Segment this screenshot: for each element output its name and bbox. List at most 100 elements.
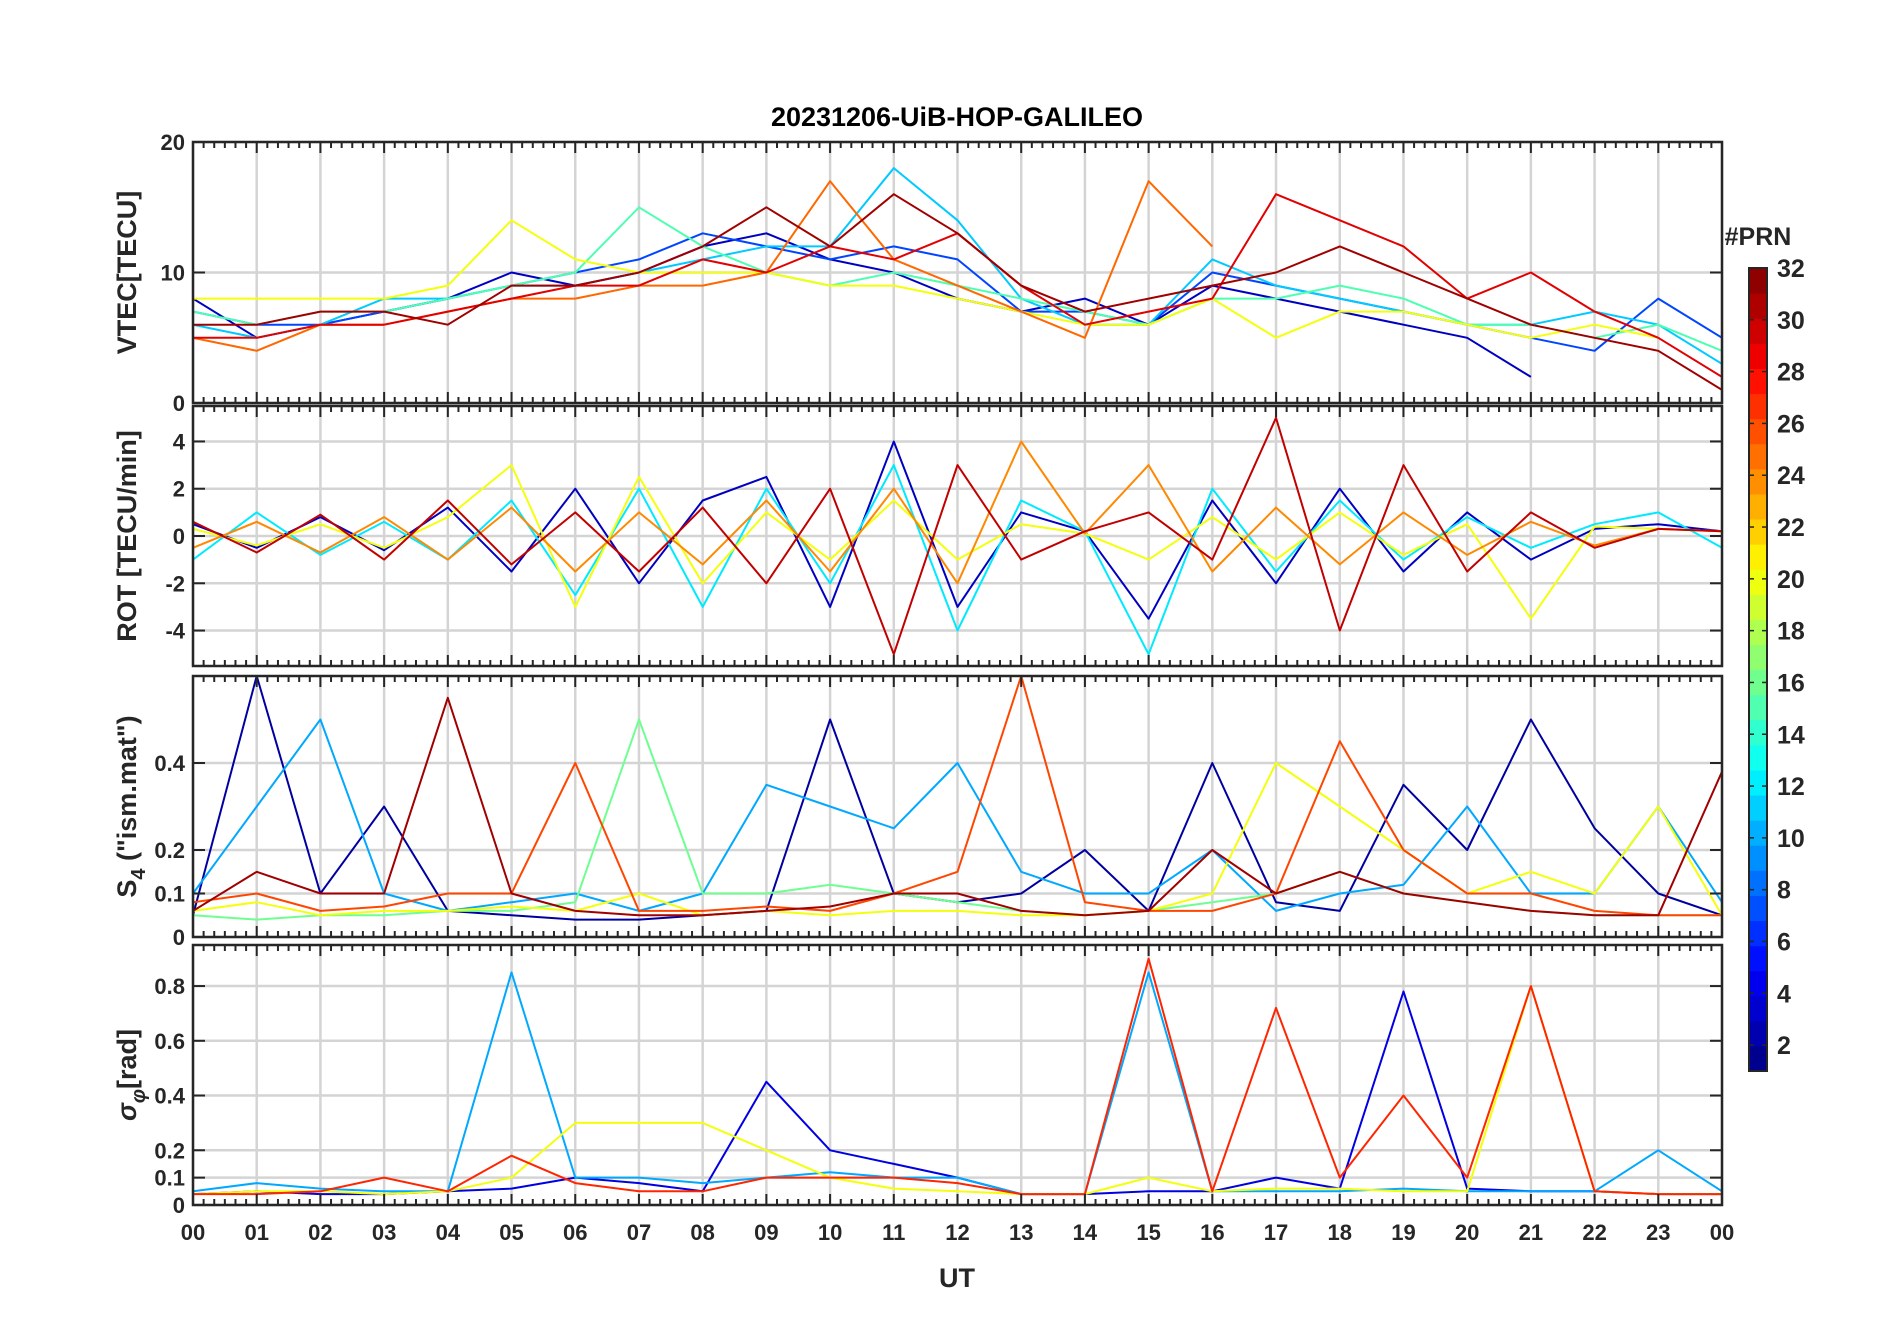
y-tick-label: 0.6: [154, 1029, 185, 1054]
y-tick-label: 0.1: [154, 1166, 185, 1191]
series-group: [193, 416, 1722, 656]
colorbar-tick-label: 22: [1777, 514, 1805, 542]
x-tick-label: 01: [244, 1220, 268, 1245]
colorbar-band: [1749, 418, 1767, 445]
y-tick-label: 0.2: [154, 1138, 185, 1163]
colorbar-band: [1749, 518, 1767, 545]
y-axis-label-rest: [rad]: [112, 1029, 142, 1089]
x-tick-label: 04: [436, 1220, 461, 1245]
x-tick-label: 03: [372, 1220, 396, 1245]
x-tick-label: 22: [1582, 1220, 1606, 1245]
colorbar-tick-label: 4: [1777, 980, 1791, 1008]
colorbar-frame: [1748, 267, 1768, 1072]
y-tick-label: 2: [173, 477, 185, 502]
y-axis-label: ROT [TECU/min]: [112, 430, 142, 641]
colorbar-band: [1749, 293, 1767, 319]
series-prn-27: [193, 957, 1722, 1196]
colorbar-tick-label: 16: [1777, 669, 1805, 697]
y-axis-label-sub: 4: [128, 868, 150, 880]
colorbar-band: [1749, 669, 1767, 696]
x-tick-label: 17: [1264, 1220, 1288, 1245]
colorbar-band: [1749, 493, 1767, 520]
colorbar-tick-label: 10: [1777, 825, 1805, 853]
colorbar-band: [1749, 719, 1767, 746]
y-tick-label: 0: [173, 1193, 185, 1218]
series-group: [193, 957, 1722, 1196]
colorbar-band: [1749, 694, 1767, 721]
x-tick-label: 10: [818, 1220, 842, 1245]
y-axis-label: σφ[rad]: [112, 1029, 150, 1121]
colorbar-band: [1749, 995, 1767, 1022]
y-tick-label: -4: [165, 619, 185, 644]
colorbar-band: [1749, 970, 1767, 997]
y-tick-label: 20: [161, 130, 185, 155]
y-axis-label-main: σ: [112, 1102, 142, 1121]
colorbar-band: [1749, 268, 1767, 294]
axes-frame: [191, 140, 1724, 405]
x-tick-label: 11: [882, 1220, 905, 1245]
colorbar-band: [1749, 820, 1767, 846]
colorbar-band: [1749, 895, 1767, 922]
axes-frame: [191, 404, 1724, 668]
colorbar-tick-label: 28: [1777, 359, 1805, 387]
colorbar-title: #PRN: [1725, 223, 1792, 251]
colorbar-band: [1749, 468, 1767, 495]
y-tick-label: -2: [165, 571, 185, 596]
y-tick-label: 0.2: [154, 838, 185, 863]
panel-rot: -4 -2 0 2 4 ROT [TECU/min]: [112, 404, 1724, 668]
axis-ticks: [192, 676, 1723, 938]
colorbar-band: [1749, 870, 1767, 896]
colorbar-band: [1749, 1020, 1767, 1047]
y-tick-label: 0: [173, 391, 185, 416]
y-axis-label-main: S: [112, 880, 142, 898]
series-prn-20: [193, 464, 1722, 620]
y-tick-label: 0.8: [154, 974, 185, 999]
y-tick-label: 0: [173, 925, 185, 950]
series-prn-20: [193, 219, 1659, 339]
colorbar-tick-label: 2: [1777, 1032, 1791, 1060]
colorbar-band: [1749, 318, 1767, 344]
colorbar-tick-label: 8: [1777, 877, 1791, 905]
series-prn-31: [193, 696, 1722, 917]
y-tick-label: 0: [173, 524, 185, 549]
y-axis-label-sub: φ: [128, 1089, 150, 1103]
y-tick-label: 0.1: [154, 882, 185, 907]
colorbar-band: [1749, 845, 1767, 871]
chart-title: 20231206-UiB-HOP-GALILEO: [771, 102, 1143, 132]
x-tick-label: 13: [1009, 1220, 1033, 1245]
colorbar-band: [1749, 368, 1767, 395]
colorbar-band: [1749, 393, 1767, 420]
series-group: [193, 167, 1722, 391]
y-axis-label-rest: ("ism.mat"): [112, 715, 142, 868]
colorbar-tick-label: 14: [1777, 721, 1805, 749]
x-tick-label: 09: [754, 1220, 778, 1245]
colorbar-tick-label: 18: [1777, 618, 1805, 646]
x-tick-label: 00: [1710, 1220, 1734, 1245]
x-tick-label: 08: [690, 1220, 714, 1245]
x-tick-label: 20: [1455, 1220, 1479, 1245]
colorbar-band: [1749, 619, 1767, 646]
x-tick-label: 23: [1646, 1220, 1670, 1245]
series-prn-24: [193, 440, 1722, 585]
colorbar-band: [1749, 1045, 1767, 1072]
colorbar-tick-label: 20: [1777, 566, 1805, 594]
colorbar-band: [1749, 343, 1767, 369]
colorbar-tick-label: 32: [1777, 255, 1805, 283]
x-tick-label: 19: [1391, 1220, 1415, 1245]
colorbar-band: [1749, 644, 1767, 671]
colorbar-band: [1749, 544, 1767, 570]
colorbar-tick-label: 26: [1777, 410, 1805, 438]
x-tick-label: 12: [945, 1220, 969, 1245]
colorbar-band: [1749, 594, 1767, 620]
x-tick-label: 06: [563, 1220, 587, 1245]
gridlines: [191, 406, 1724, 666]
colorbar-band: [1749, 920, 1767, 947]
x-tick-label: 21: [1519, 1220, 1543, 1245]
panel-vtec: 0 10 20 VTEC[TECU]: [112, 130, 1724, 416]
colorbar-tick-label: 30: [1777, 307, 1805, 335]
y-tick-label: 0.4: [154, 751, 185, 776]
y-tick-label: 10: [161, 261, 185, 286]
